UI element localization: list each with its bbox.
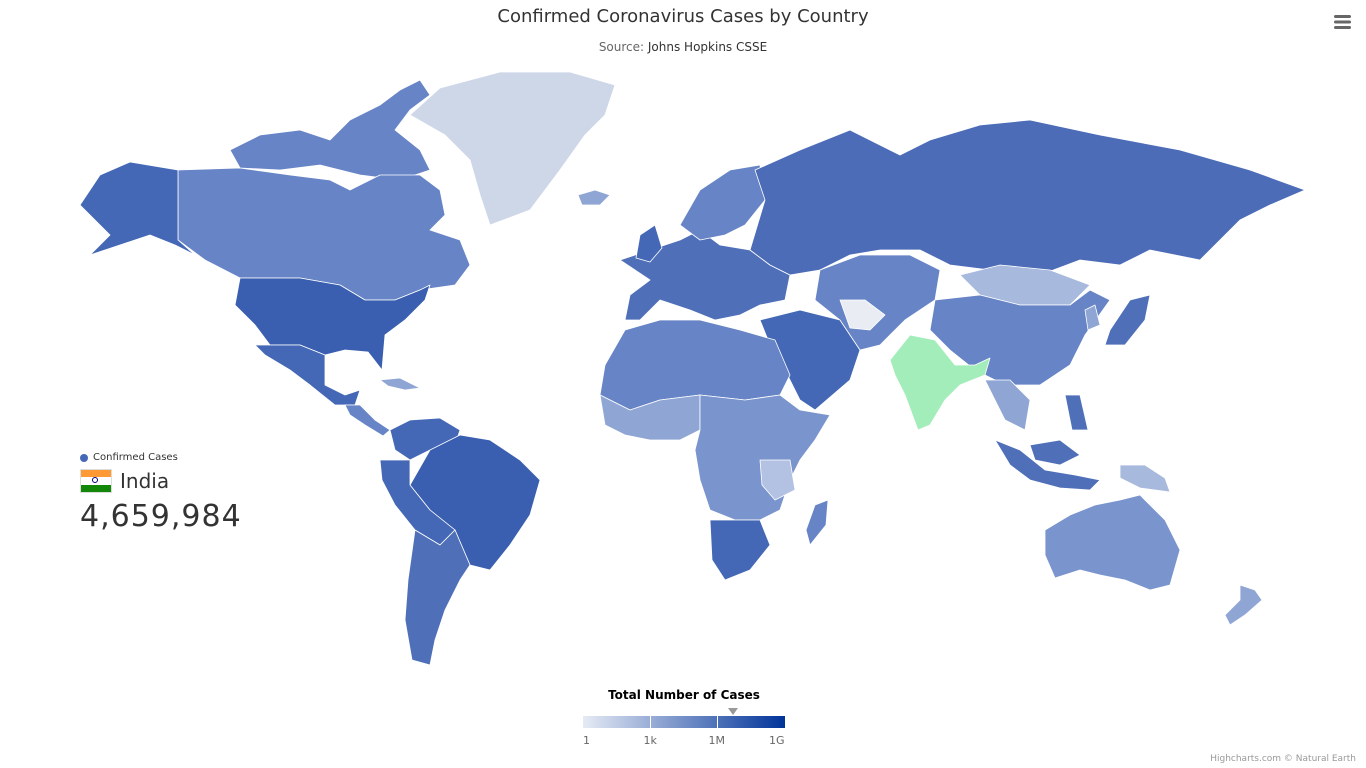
- series-legend[interactable]: Confirmed Cases: [80, 452, 340, 463]
- country-iceland[interactable]: [577, 189, 611, 206]
- country-cuba[interactable]: [379, 377, 421, 391]
- country-argentina[interactable]: [404, 529, 471, 666]
- country-madagascar[interactable]: [805, 499, 829, 546]
- color-axis-title: Total Number of Cases: [608, 688, 760, 702]
- color-axis-labels: 1 1k 1M 1G: [583, 734, 785, 748]
- color-axis-label: 1k: [643, 734, 657, 747]
- country-korea[interactable]: [1084, 304, 1101, 331]
- region-central-asia[interactable]: [814, 254, 941, 351]
- country-japan[interactable]: [1104, 294, 1151, 346]
- country-russia[interactable]: [749, 119, 1306, 276]
- hamburger-menu-icon[interactable]: [1332, 12, 1354, 32]
- region-central-africa[interactable]: [694, 394, 831, 521]
- country-greenland[interactable]: [409, 71, 616, 226]
- info-panel: Confirmed Cases India 4,659,984: [80, 452, 340, 534]
- chart-title: Confirmed Coronavirus Cases by Country: [497, 6, 869, 27]
- country-mexico[interactable]: [254, 344, 361, 406]
- country-south-africa[interactable]: [709, 519, 771, 581]
- country-usa-alaska[interactable]: [79, 161, 196, 256]
- india-flag-icon: [80, 469, 112, 493]
- country-india[interactable]: [889, 334, 991, 431]
- region-scandinavia[interactable]: [679, 164, 766, 241]
- color-axis-gradient[interactable]: [583, 708, 785, 728]
- country-tanzania[interactable]: [759, 459, 796, 501]
- country-china[interactable]: [929, 289, 1111, 386]
- subtitle-prefix: Source:: [598, 40, 648, 54]
- country-australia[interactable]: [1044, 494, 1181, 591]
- chart-subtitle: Source: Johns Hopkins CSSE: [0, 40, 1366, 54]
- country-papua-new-guinea[interactable]: [1119, 464, 1171, 493]
- country-canada[interactable]: [177, 167, 471, 301]
- country-indonesia[interactable]: [994, 439, 1101, 491]
- country-central-america[interactable]: [344, 404, 391, 437]
- color-axis-legend: Total Number of Cases 1 1k 1M 1G: [583, 688, 785, 748]
- color-axis-label: 1M: [708, 734, 726, 747]
- region-southeast-asia[interactable]: [984, 379, 1031, 431]
- region-west-africa[interactable]: [599, 394, 701, 441]
- series-legend-dot: [80, 453, 88, 462]
- country-new-zealand[interactable]: [1224, 584, 1263, 626]
- country-indonesia-east[interactable]: [1029, 439, 1081, 466]
- country-canada-islands[interactable]: [229, 79, 431, 181]
- world-map[interactable]: [0, 60, 1366, 680]
- country-afghanistan[interactable]: [839, 299, 886, 331]
- selected-country: India: [80, 469, 340, 493]
- country-uk[interactable]: [635, 224, 663, 263]
- country-philippines[interactable]: [1064, 394, 1089, 431]
- color-axis-label: 1G: [769, 734, 785, 747]
- case-count: 4,659,984: [80, 499, 242, 534]
- country-name: India: [120, 469, 170, 493]
- subtitle-source[interactable]: Johns Hopkins CSSE: [647, 40, 768, 54]
- color-axis-label: 1: [583, 734, 590, 747]
- color-axis-marker: [727, 708, 738, 715]
- series-legend-label: Confirmed Cases: [93, 452, 178, 463]
- credits-link[interactable]: Highcharts.com © Natural Earth: [1210, 754, 1356, 764]
